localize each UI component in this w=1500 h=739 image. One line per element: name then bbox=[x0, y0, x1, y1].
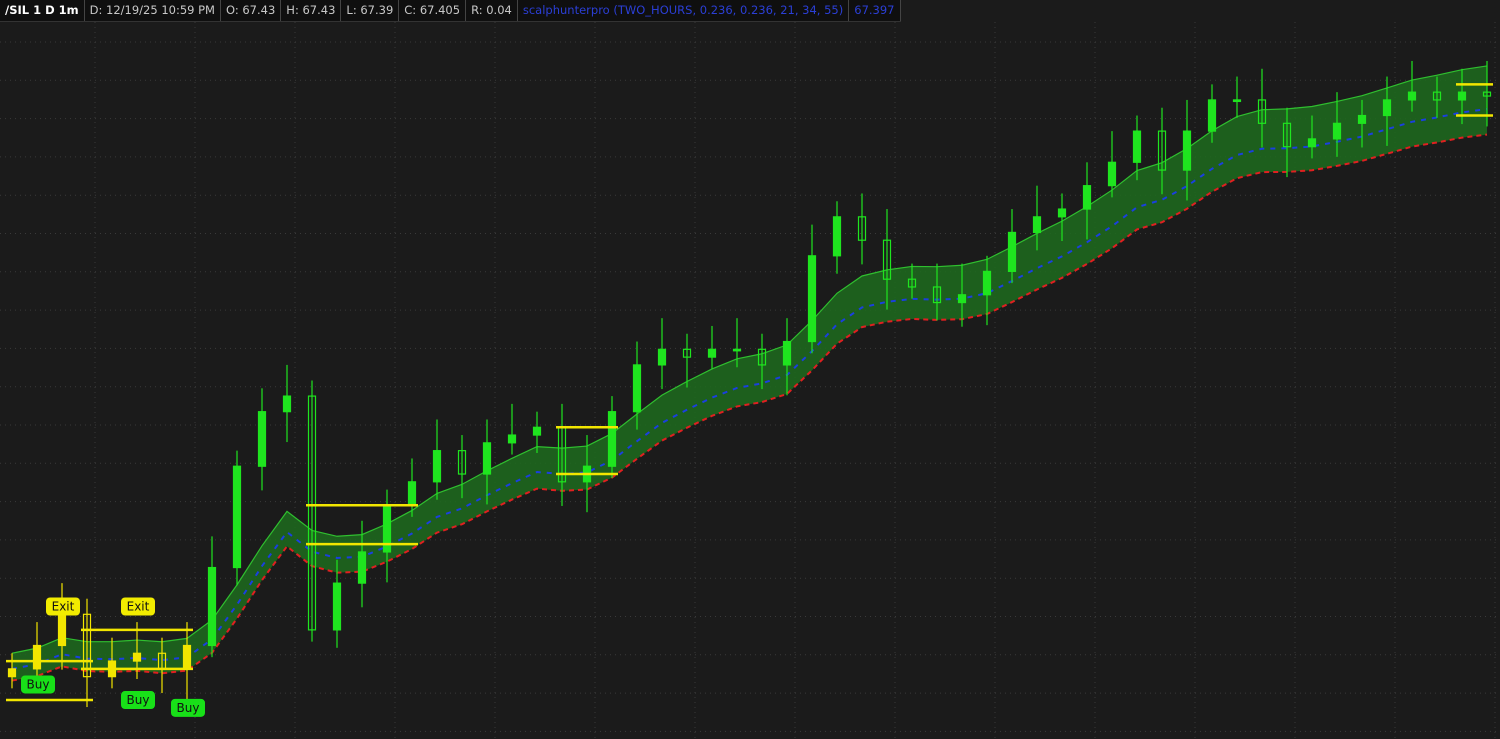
candle-body bbox=[282, 395, 292, 413]
candle-body bbox=[857, 216, 867, 241]
candle-body bbox=[407, 481, 417, 506]
candle-body bbox=[82, 613, 92, 678]
candle-body bbox=[182, 644, 192, 670]
candle-body bbox=[132, 652, 142, 662]
candle-body bbox=[332, 582, 342, 631]
candle-body bbox=[1032, 216, 1042, 234]
candle-body bbox=[1482, 91, 1492, 97]
candle-body bbox=[907, 278, 917, 288]
candle-body bbox=[757, 348, 767, 366]
close-readout: C: 67.405 bbox=[399, 0, 467, 21]
band-upper-line bbox=[11, 65, 1488, 654]
svg-text:Exit: Exit bbox=[127, 600, 150, 614]
candle-body bbox=[1132, 130, 1142, 163]
high-readout: H: 67.43 bbox=[281, 0, 342, 21]
candle-body bbox=[832, 216, 842, 257]
candle-body bbox=[232, 465, 242, 569]
open-readout: O: 67.43 bbox=[221, 0, 282, 21]
candle-body bbox=[1207, 99, 1217, 132]
candle-body bbox=[657, 348, 667, 366]
candle-body bbox=[507, 434, 517, 444]
mid-line bbox=[11, 108, 1488, 670]
candle-body bbox=[732, 348, 742, 352]
candle-body bbox=[1182, 130, 1192, 171]
candle-body bbox=[357, 551, 367, 584]
candle-body bbox=[882, 239, 892, 280]
candle-body bbox=[1382, 99, 1392, 117]
candle-body bbox=[1257, 99, 1267, 124]
candle-body bbox=[207, 566, 217, 647]
exit-signal-label: Exit bbox=[121, 597, 155, 616]
symbol-label[interactable]: /SIL 1 D 1m bbox=[0, 0, 85, 21]
range-readout: R: 0.04 bbox=[466, 0, 518, 21]
svg-text:Buy: Buy bbox=[177, 701, 200, 715]
candle-body bbox=[1407, 91, 1417, 101]
candle-body bbox=[7, 668, 17, 678]
candle-body bbox=[1082, 185, 1092, 210]
candle-body bbox=[1107, 161, 1117, 187]
candle-body bbox=[457, 450, 467, 475]
candle-body bbox=[1307, 138, 1317, 148]
candle-body bbox=[1232, 99, 1242, 103]
candle-body bbox=[257, 411, 267, 467]
candle-body bbox=[1357, 114, 1367, 124]
exit-signal-label: Exit bbox=[46, 597, 80, 616]
candle-body bbox=[32, 644, 42, 670]
candle-body bbox=[307, 395, 317, 631]
candle-body bbox=[957, 294, 967, 304]
candle-body bbox=[432, 450, 442, 483]
low-readout: L: 67.39 bbox=[341, 0, 400, 21]
candle-body bbox=[1432, 91, 1442, 101]
candle-body bbox=[1057, 208, 1067, 218]
buy-signal-label: Buy bbox=[171, 698, 205, 717]
candle-body bbox=[707, 348, 717, 358]
indicator-band bbox=[12, 65, 1487, 681]
candle-body bbox=[482, 442, 492, 475]
band-lower-line bbox=[11, 133, 1488, 682]
svg-text:Buy: Buy bbox=[27, 677, 50, 691]
candle-body bbox=[982, 270, 992, 296]
svg-text:Buy: Buy bbox=[127, 693, 150, 707]
date-readout: D: 12/19/25 10:59 PM bbox=[85, 0, 221, 21]
svg-text:Exit: Exit bbox=[52, 600, 75, 614]
candle-body bbox=[1157, 130, 1167, 171]
candle-body bbox=[607, 411, 617, 467]
candle-body bbox=[1007, 231, 1017, 272]
candle-body bbox=[57, 613, 67, 647]
candle-body bbox=[782, 340, 792, 366]
buy-signal-label: Buy bbox=[121, 691, 155, 710]
study-value: 67.397 bbox=[849, 0, 901, 21]
candle-body bbox=[1282, 122, 1292, 148]
study-label[interactable]: scalphunterpro (TWO_HOURS, 0.236, 0.236,… bbox=[518, 0, 850, 21]
candle-body bbox=[632, 364, 642, 413]
candle-body bbox=[932, 286, 942, 304]
candle-body bbox=[1332, 122, 1342, 140]
candle-body bbox=[682, 348, 692, 358]
candle-body bbox=[807, 255, 817, 343]
chart-header: /SIL 1 D 1m D: 12/19/25 10:59 PM O: 67.4… bbox=[0, 0, 901, 22]
candle-body bbox=[1457, 91, 1467, 101]
candle-body bbox=[532, 426, 542, 436]
buy-signal-label: Buy bbox=[21, 675, 55, 694]
